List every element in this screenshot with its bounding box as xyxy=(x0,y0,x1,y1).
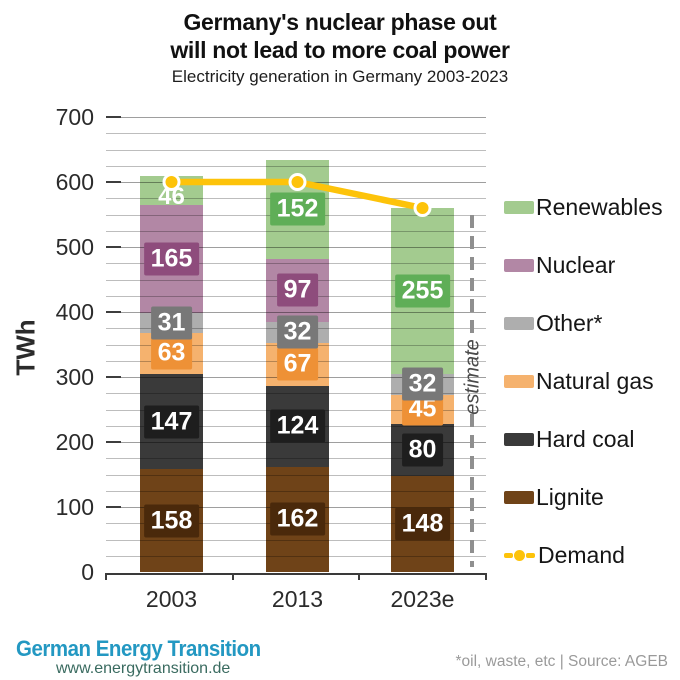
minor-gridline xyxy=(106,393,486,395)
x-tick-label: 2013 xyxy=(271,586,324,612)
legend-swatch xyxy=(504,258,534,272)
chart-title-line2: will not lead to more coal power xyxy=(170,37,510,63)
legend-item-lignite: Lignite xyxy=(504,484,604,510)
bar-value-label: 162 xyxy=(269,502,326,536)
legend-swatch xyxy=(504,490,534,504)
minor-gridline xyxy=(106,165,486,167)
x-tick-mark xyxy=(485,573,487,580)
chart-header: Germany's nuclear phase out will not lea… xyxy=(0,8,680,87)
major-gridline xyxy=(106,312,486,313)
major-gridline xyxy=(106,117,486,118)
y-tick-label: 100 xyxy=(55,494,94,520)
bar-value-label: 32 xyxy=(276,315,319,349)
bar-value-label: 148 xyxy=(394,507,451,541)
x-tick-label: 2003 xyxy=(145,586,198,612)
legend-label: Demand xyxy=(538,541,625,568)
logo-url: www.energytransition.de xyxy=(56,660,231,677)
legend-label: Natural gas xyxy=(536,367,654,394)
bar-value-label: 255 xyxy=(394,274,451,308)
bar-value-label: 97 xyxy=(276,273,319,307)
bar-value-label: 152 xyxy=(269,192,326,226)
legend-label: Renewables xyxy=(536,193,663,220)
legend-item-nuclear: Nuclear xyxy=(504,252,615,278)
demand-dot-icon xyxy=(514,549,525,561)
y-tick-label: 600 xyxy=(55,169,94,195)
x-tick-label: 2023e xyxy=(390,586,455,612)
legend-swatch xyxy=(504,374,534,388)
legend-swatch xyxy=(504,200,534,214)
legend-item-renewables: Renewables xyxy=(504,194,663,220)
legend-demand-swatch xyxy=(504,549,536,562)
bar-value-label: 31 xyxy=(150,306,193,340)
y-tick-label: 500 xyxy=(55,234,94,260)
bar-value-label: 158 xyxy=(143,504,200,538)
y-tick-mark xyxy=(106,311,121,313)
source-note: *oil, waste, etc | Source: AGEB xyxy=(455,653,668,670)
legend-label: Nuclear xyxy=(536,251,616,278)
minor-gridline xyxy=(106,539,486,541)
chart-title-line1: Germany's nuclear phase out xyxy=(183,9,497,35)
minor-gridline xyxy=(106,490,486,492)
legend-item-demand: Demand xyxy=(504,542,625,568)
minor-gridline xyxy=(106,149,486,151)
legend-label: Lignite xyxy=(536,483,604,510)
bar-value-label: 63 xyxy=(150,336,193,370)
y-tick-mark xyxy=(106,246,121,248)
y-tick-label: 200 xyxy=(55,429,94,455)
legend-label: Other* xyxy=(536,309,603,336)
x-axis-line xyxy=(106,573,486,575)
y-tick-label: 300 xyxy=(55,364,94,390)
x-tick-mark xyxy=(358,573,361,580)
minor-gridline xyxy=(106,458,486,460)
bar-value-label: 124 xyxy=(269,409,326,443)
demand-dash-icon xyxy=(504,552,513,558)
minor-gridline xyxy=(106,263,486,265)
bar-value-label: 32 xyxy=(401,367,444,401)
bar-value-label: 147 xyxy=(143,405,200,439)
legend-item-other: Other* xyxy=(504,310,602,336)
minor-gridline xyxy=(106,133,486,135)
estimate-line xyxy=(470,215,474,341)
minor-gridline xyxy=(106,555,486,557)
major-gridline xyxy=(106,247,486,248)
chart-subtitle: Electricity generation in Germany 2003-2… xyxy=(171,67,509,86)
y-tick-mark xyxy=(106,506,121,508)
y-tick-mark xyxy=(106,116,121,118)
y-tick-mark xyxy=(106,181,121,183)
demand-dash-icon xyxy=(526,552,535,558)
minor-gridline xyxy=(106,230,486,232)
y-tick-label: 0 xyxy=(81,559,94,585)
bar-value-label: 165 xyxy=(143,242,200,276)
bar-value-label: 80 xyxy=(401,433,444,467)
y-tick-label: 700 xyxy=(55,104,94,130)
estimate-label: estimate xyxy=(461,339,484,415)
minor-gridline xyxy=(106,474,486,476)
legend-swatch xyxy=(504,316,534,330)
x-tick-mark xyxy=(231,573,234,580)
y-tick-mark xyxy=(106,376,121,378)
y-tick-mark xyxy=(106,441,121,443)
legend-item-natural-gas: Natural gas xyxy=(504,368,654,394)
x-tick-mark xyxy=(105,573,107,580)
logo-text: German Energy Transition xyxy=(16,636,261,661)
bar-value-label: 46 xyxy=(158,183,185,211)
estimate-line xyxy=(470,414,474,567)
legend-swatch xyxy=(504,432,534,446)
legend-item-hard-coal: Hard coal xyxy=(504,426,634,452)
y-tick-label: 400 xyxy=(55,299,94,325)
bar-value-label: 67 xyxy=(276,347,319,381)
legend-label: Hard coal xyxy=(536,425,635,452)
